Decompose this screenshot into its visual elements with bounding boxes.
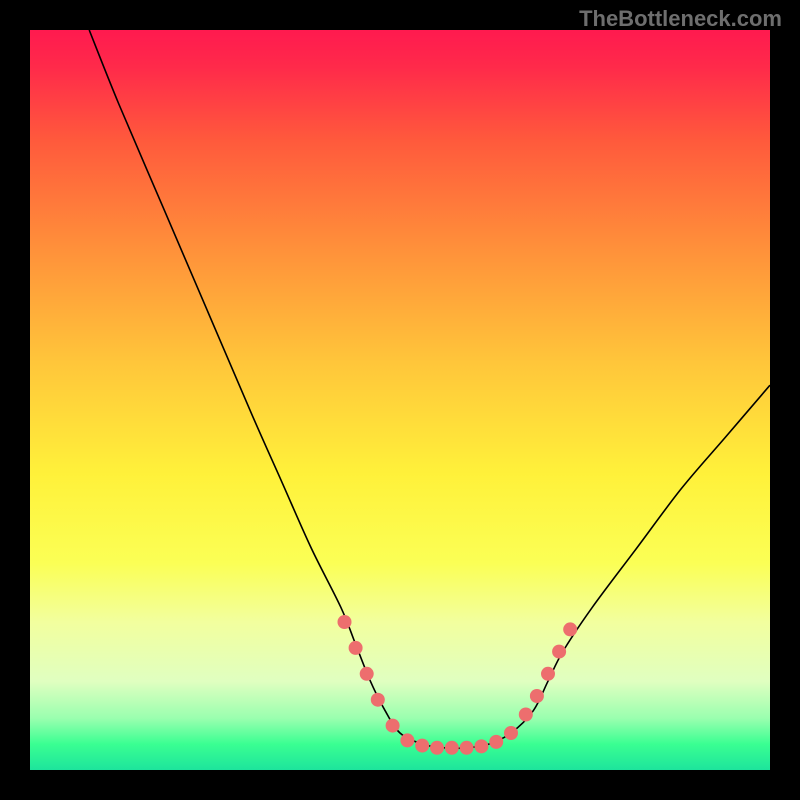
marker-point bbox=[504, 726, 518, 740]
marker-point bbox=[360, 667, 374, 681]
marker-point bbox=[415, 739, 429, 753]
marker-point bbox=[552, 645, 566, 659]
plot-background bbox=[30, 30, 770, 770]
marker-point bbox=[338, 615, 352, 629]
marker-point bbox=[474, 739, 488, 753]
marker-point bbox=[489, 735, 503, 749]
marker-point bbox=[519, 708, 533, 722]
marker-point bbox=[541, 667, 555, 681]
marker-point bbox=[563, 622, 577, 636]
marker-point bbox=[460, 741, 474, 755]
chart-container: TheBottleneck.com bbox=[0, 0, 800, 800]
marker-point bbox=[349, 641, 363, 655]
marker-point bbox=[371, 693, 385, 707]
plot-svg bbox=[30, 30, 770, 770]
marker-point bbox=[430, 741, 444, 755]
watermark-text: TheBottleneck.com bbox=[579, 6, 782, 32]
marker-point bbox=[400, 733, 414, 747]
marker-point bbox=[386, 719, 400, 733]
marker-point bbox=[445, 741, 459, 755]
marker-point bbox=[530, 689, 544, 703]
